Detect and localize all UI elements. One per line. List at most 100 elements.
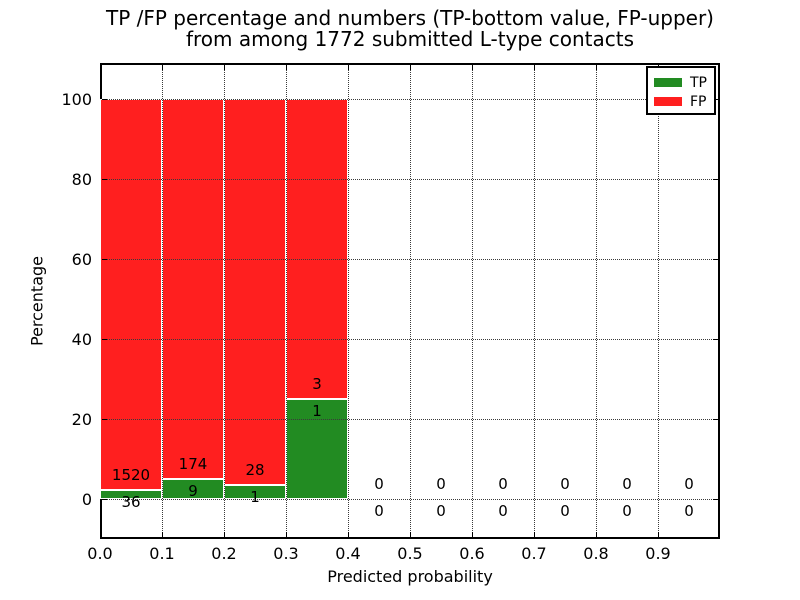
x-tick-label: 0.4 — [335, 544, 361, 563]
y-tick-mark-right — [713, 259, 718, 260]
y-tick-mark-right — [713, 179, 718, 180]
fp-count-label: 0 — [622, 475, 632, 493]
x-tick-mark-top — [100, 65, 101, 70]
gridline-vertical — [286, 65, 287, 537]
x-tick-label: 0.0 — [87, 544, 113, 563]
x-tick-label: 0.9 — [645, 544, 671, 563]
legend: TP FP — [646, 66, 716, 115]
y-tick-label: 40 — [71, 330, 92, 349]
y-tick-mark-left — [102, 419, 107, 420]
tp-count-label: 9 — [188, 482, 198, 501]
fp-color-swatch — [654, 97, 682, 106]
fp-count-label: 0 — [436, 475, 446, 493]
tp-count-label: 1 — [312, 402, 322, 420]
x-tick-mark-top — [534, 65, 535, 70]
fp-count-label: 0 — [560, 475, 570, 493]
bar-segment-fp — [224, 99, 286, 486]
y-tick-mark-right — [713, 499, 718, 500]
x-tick-label: 0.1 — [149, 544, 175, 563]
y-tick-label: 80 — [71, 170, 92, 189]
gridline-vertical — [410, 65, 411, 537]
tp-count-label: 0 — [436, 502, 446, 520]
legend-entry-fp: FP — [654, 92, 708, 111]
x-tick-mark-top — [596, 65, 597, 70]
tp-count-label: 0 — [622, 502, 632, 520]
fp-count-label: 0 — [374, 475, 384, 493]
y-tick-mark-left — [102, 339, 107, 340]
bar-segment-fp — [100, 99, 162, 490]
gridline-vertical — [162, 65, 163, 537]
tp-count-label: 0 — [374, 502, 384, 520]
x-tick-mark-top — [472, 65, 473, 70]
x-tick-mark-bottom — [534, 532, 535, 537]
gridline-vertical — [534, 65, 535, 537]
tp-color-swatch — [654, 78, 682, 87]
tp-count-label: 0 — [498, 502, 508, 520]
x-tick-mark-bottom — [224, 532, 225, 537]
x-tick-mark-bottom — [286, 532, 287, 537]
tp-count-label: 0 — [560, 502, 570, 520]
fp-count-label: 3 — [312, 375, 322, 393]
y-tick-label: 0 — [81, 490, 92, 509]
x-tick-mark-bottom — [410, 532, 411, 537]
y-tick-mark-right — [713, 339, 718, 340]
x-tick-mark-bottom — [472, 532, 473, 537]
legend-entry-tp: TP — [654, 73, 708, 92]
y-tick-label: 20 — [71, 410, 92, 429]
y-tick-mark-left — [102, 179, 107, 180]
chart-title-line1: TP /FP percentage and numbers (TP-bottom… — [106, 6, 714, 30]
y-tick-mark-right — [713, 419, 718, 420]
x-tick-label: 0.2 — [211, 544, 237, 563]
x-tick-label: 0.6 — [459, 544, 485, 563]
gridline-horizontal — [102, 339, 718, 340]
x-tick-mark-bottom — [162, 532, 163, 537]
chart-title: TP /FP percentage and numbers (TP-bottom… — [100, 8, 720, 50]
gridline-vertical — [348, 65, 349, 537]
gridline-vertical — [658, 65, 659, 537]
x-tick-mark-top — [224, 65, 225, 70]
fp-count-label: 174 — [178, 455, 208, 474]
fp-count-label: 0 — [684, 475, 694, 493]
tp-count-label: 0 — [684, 502, 694, 520]
x-tick-mark-top — [286, 65, 287, 70]
x-tick-mark-bottom — [658, 532, 659, 537]
x-tick-mark-top — [162, 65, 163, 70]
y-tick-label: 60 — [71, 250, 92, 269]
y-tick-mark-left — [102, 259, 107, 260]
fp-count-label: 1520 — [111, 465, 151, 484]
x-tick-mark-bottom — [596, 532, 597, 537]
gridline-horizontal — [102, 179, 718, 180]
x-tick-mark-bottom — [348, 532, 349, 537]
x-tick-label: 0.8 — [583, 544, 609, 563]
bar-segment-fp — [162, 99, 224, 480]
gridline-horizontal — [102, 499, 718, 500]
x-tick-label: 0.7 — [521, 544, 547, 563]
x-tick-mark-top — [410, 65, 411, 70]
fp-count-label: 28 — [245, 461, 265, 480]
fp-count-label: 0 — [498, 475, 508, 493]
y-tick-label: 100 — [61, 90, 92, 109]
y-tick-mark-left — [102, 499, 107, 500]
x-axis-label: Predicted probability — [327, 567, 493, 586]
x-tick-mark-top — [348, 65, 349, 70]
x-tick-mark-bottom — [100, 532, 101, 537]
bar-segment-tp — [286, 399, 348, 499]
gridline-vertical — [472, 65, 473, 537]
bar-segment-fp — [286, 99, 348, 399]
gridline-horizontal — [102, 259, 718, 260]
gridline-horizontal — [102, 419, 718, 420]
gridline-vertical — [224, 65, 225, 537]
y-tick-mark-left — [102, 99, 107, 100]
legend-label-fp: FP — [690, 93, 707, 110]
bar-segment-tp — [100, 489, 162, 499]
x-tick-label: 0.3 — [273, 544, 299, 563]
tp-count-label: 36 — [121, 492, 141, 511]
chart-title-line2: from among 1772 submitted L-type contact… — [185, 27, 635, 51]
gridline-vertical — [596, 65, 597, 537]
legend-label-tp: TP — [690, 74, 707, 91]
y-axis-label: Percentage — [27, 255, 47, 347]
gridline-horizontal — [102, 99, 718, 100]
tp-count-label: 1 — [250, 488, 260, 507]
x-tick-label: 0.5 — [397, 544, 423, 563]
